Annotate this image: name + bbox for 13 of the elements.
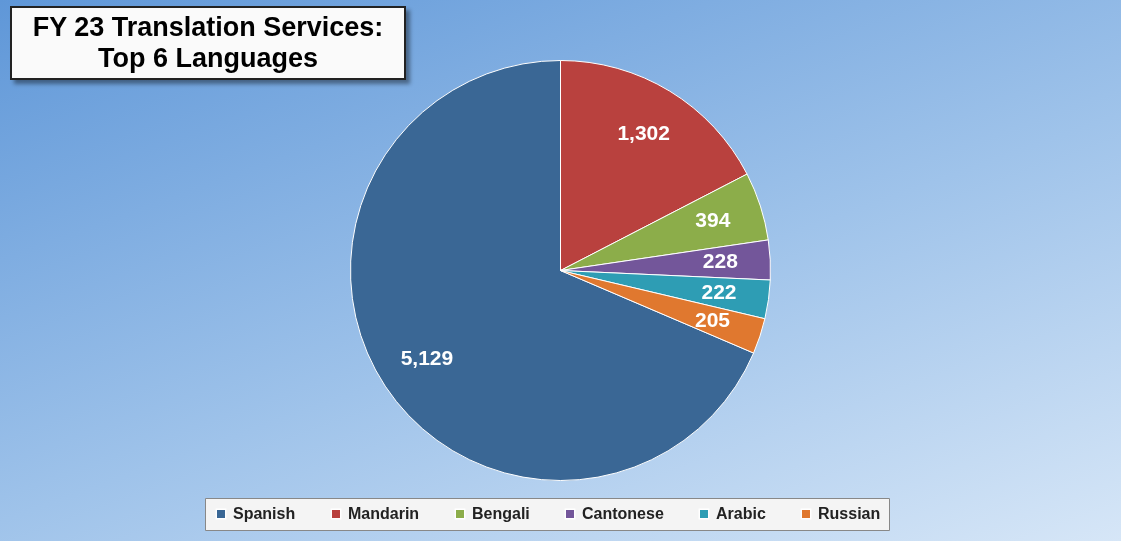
- data-label: 205: [694, 307, 731, 331]
- data-label: 228: [702, 249, 739, 273]
- data-label: 5,129: [400, 345, 454, 369]
- data-label: 394: [695, 208, 731, 232]
- legend-label: Cantonese: [582, 505, 664, 522]
- legend-label: Russian: [818, 505, 881, 522]
- data-label: 222: [701, 279, 737, 303]
- data-label: 1,302: [617, 120, 670, 144]
- chart-title: FY 23 Translation Services: Top 6 Languages: [10, 6, 406, 80]
- legend-label: Spanish: [233, 505, 296, 522]
- legend-label: Mandarin: [348, 505, 420, 522]
- legend-label: Bengali: [472, 505, 530, 522]
- legend-label: Arabic: [716, 505, 766, 522]
